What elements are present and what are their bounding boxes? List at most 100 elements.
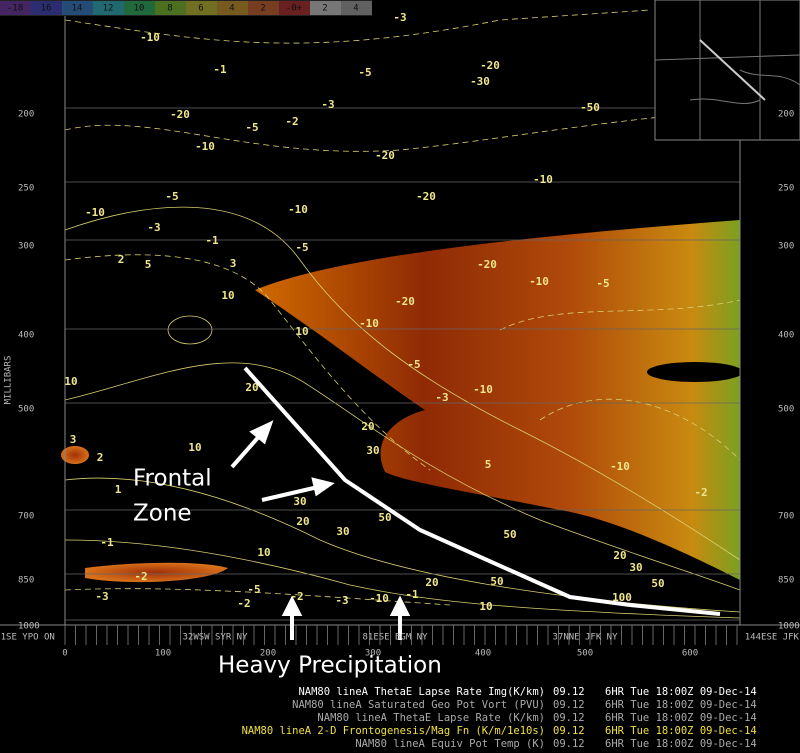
contour-label: 50 xyxy=(490,575,503,588)
colorbar-cell xyxy=(248,1,279,15)
colorbar-cell xyxy=(124,1,155,15)
contour-label: -20 xyxy=(480,59,500,72)
y-tick-label: 1000 xyxy=(18,622,40,632)
contour-label: -10 xyxy=(369,592,389,605)
y-tick-label: 250 xyxy=(778,184,794,194)
colorbar-label: 2 xyxy=(322,4,327,14)
contour-label: -5 xyxy=(165,190,178,203)
colorbar-label: 12 xyxy=(103,4,114,14)
colorbar-cell xyxy=(310,1,341,15)
colorbar-label: 10 xyxy=(134,4,145,14)
y-tick-label: 400 xyxy=(778,331,794,341)
y-tick-label: 850 xyxy=(778,576,794,586)
contour-label: -3 xyxy=(321,98,334,111)
contour-label: -5 xyxy=(596,277,609,290)
contour-label: -2 xyxy=(134,570,147,583)
legend-name: NAM80 lineA Saturated Geo Pot Vort (PVU) xyxy=(292,699,545,711)
contour-label: -20 xyxy=(477,258,497,271)
contour-label: 3 xyxy=(230,257,237,270)
contour-label: -50 xyxy=(580,101,600,114)
contour-label: -2 xyxy=(285,115,298,128)
contour-label: 30 xyxy=(366,444,379,457)
contour-label: -5 xyxy=(247,583,260,596)
contour-label: -10 xyxy=(529,275,549,288)
contour-label: -10 xyxy=(288,203,308,216)
contour-label: 10 xyxy=(479,600,492,613)
shading xyxy=(85,562,228,583)
colorbar-cell xyxy=(31,1,62,15)
y-tick-label: 700 xyxy=(778,512,794,522)
y-tick-label: 200 xyxy=(778,110,794,120)
contour-label: 20 xyxy=(361,420,374,433)
y-tick-label: 500 xyxy=(18,405,34,415)
contour-label: -3 xyxy=(147,221,160,234)
annotation: Heavy Precipitation xyxy=(218,653,442,679)
front-line xyxy=(243,366,721,616)
contour-label: -2 xyxy=(237,597,250,610)
y-tick-label: 500 xyxy=(778,405,794,415)
contour-label: -30 xyxy=(470,75,490,88)
contour-label: -20 xyxy=(375,149,395,162)
contour-label: 10 xyxy=(188,441,201,454)
x-tick-label: 100 xyxy=(155,649,171,659)
colorbar-cell xyxy=(341,1,372,15)
contour-label: 30 xyxy=(629,561,642,574)
contour-label: 5 xyxy=(485,458,492,471)
contour-label: 20 xyxy=(245,381,258,394)
contour-label: 10 xyxy=(295,325,308,338)
contour-label: 50 xyxy=(651,577,664,590)
contour-label: -20 xyxy=(395,295,415,308)
contour-label: -5 xyxy=(407,358,420,371)
legend-time: 6HR Tue 18:00Z 09-Dec-14 xyxy=(605,738,757,750)
contour-label: -5 xyxy=(245,121,258,134)
colorbar-label: 4 xyxy=(353,4,358,14)
contour-label: -3 xyxy=(393,11,406,24)
contour-label: -10 xyxy=(195,140,215,153)
legend-value: 09.12 xyxy=(553,699,585,711)
legend-value: 09.12 xyxy=(553,738,585,750)
contour-label: -10 xyxy=(473,383,493,396)
contour-label: -1 xyxy=(213,63,227,76)
colorbar-label: 16 xyxy=(41,4,52,14)
legend-value: 09.12 xyxy=(553,686,585,698)
annotation: Zone xyxy=(133,501,192,527)
contour-label: -10 xyxy=(140,31,160,44)
contour-label: -3 xyxy=(335,594,348,607)
contour-label: 20 xyxy=(296,515,309,528)
colorbar-label: 2 xyxy=(260,4,265,14)
y-tick-label: 300 xyxy=(778,242,794,252)
x-tick-label: 400 xyxy=(475,649,491,659)
legend-name: NAM80 lineA 2-D Frontogenesis/Mag Fn (K/… xyxy=(242,725,545,737)
contour-label: 20 xyxy=(613,549,626,562)
contour-label: 20 xyxy=(425,576,438,589)
colorbar-cell xyxy=(62,1,93,15)
contour-label: -10 xyxy=(533,173,553,186)
x-tick-label: 600 xyxy=(682,649,698,659)
contour-label: 100 xyxy=(612,591,632,604)
legend-name: NAM80 lineA ThetaE Lapse Rate (K/km) xyxy=(317,712,545,724)
contour-label: -10 xyxy=(359,317,379,330)
colorbar-label: 8 xyxy=(167,4,172,14)
legend-name: NAM80 lineA Equiv Pot Temp (K) xyxy=(355,738,545,750)
contour-label: -1 xyxy=(405,588,419,601)
contour-label: -20 xyxy=(170,108,190,121)
contour-label: 5 xyxy=(145,258,152,271)
y-axis-title: MILLIBARS xyxy=(4,356,14,405)
contour-label: -2 xyxy=(694,486,707,499)
y-tick-label: 850 xyxy=(18,576,34,586)
location-label: 144ESE JFK NY xyxy=(745,633,800,643)
contour-label: -10 xyxy=(610,460,630,473)
y-tick-label: 300 xyxy=(18,242,34,252)
location-label: 37NNE JFK NY xyxy=(552,633,618,643)
colorbar-cell xyxy=(217,1,248,15)
colorbar-cell xyxy=(186,1,217,15)
contour-label: 10 xyxy=(257,546,270,559)
x-tick-label: 500 xyxy=(577,649,593,659)
contour-label: -10 xyxy=(85,206,105,219)
contour-label: 50 xyxy=(378,511,391,524)
legend-time: 6HR Tue 18:00Z 09-Dec-14 xyxy=(605,699,757,711)
y-tick-label: 400 xyxy=(18,331,34,341)
x-tick-label: 300 xyxy=(365,649,381,659)
arrows xyxy=(230,420,411,640)
shading xyxy=(61,446,89,464)
